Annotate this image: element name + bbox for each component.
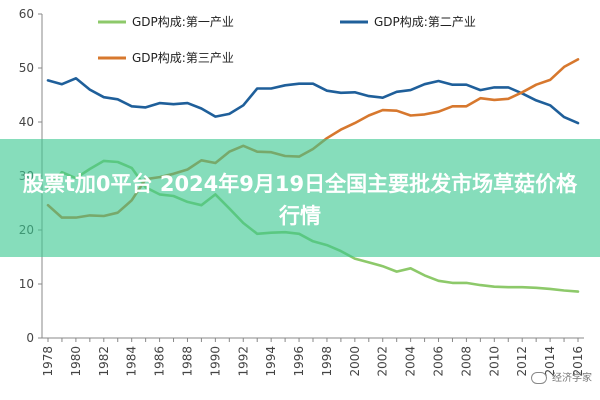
x-tick-label: 2016	[571, 346, 585, 377]
legend-label-2: GDP构成:第二产业	[374, 14, 476, 29]
legend-label-1: GDP构成:第一产业	[132, 14, 234, 29]
y-tick-label: 40	[19, 115, 34, 129]
x-axis-ticks: 1978 1980 1982 1984 1986 1988 1990 1992 1994 1996…	[41, 338, 585, 377]
series-line-2	[46, 77, 580, 125]
x-tick-label: 1980	[69, 346, 83, 377]
x-tick-label: 1990	[208, 346, 222, 377]
x-tick-label: 1984	[125, 346, 139, 377]
watermark-text: 经济学家	[552, 373, 592, 384]
x-tick-label: 2002	[376, 346, 390, 377]
y-tick-label: 50	[19, 61, 34, 75]
x-tick-label: 1998	[320, 346, 334, 377]
y-tick-label: 10	[19, 277, 34, 291]
overlay-banner	[0, 139, 600, 257]
x-tick-label: 1988	[180, 346, 194, 377]
legend: GDP构成:第一产业 GDP构成:第二产业 GDP构成:第三产业	[98, 14, 476, 65]
x-tick-label: 1992	[236, 346, 250, 377]
x-tick-label: 2000	[348, 346, 362, 377]
banner-title: 股票t加0平台 2024年9月19日全国主要批发市场草菇价格行情	[22, 172, 578, 228]
y-tick-label: 60	[19, 7, 34, 21]
y-tick-label: 0	[26, 331, 34, 345]
x-tick-label: 2010	[487, 346, 501, 377]
x-tick-label: 1994	[264, 346, 278, 377]
watermark: 经济学家	[530, 369, 592, 384]
x-tick-label: 1978	[41, 346, 55, 377]
x-tick-label: 2014	[543, 346, 557, 377]
x-tick-label: 2004	[404, 346, 418, 377]
x-tick-label: 1986	[153, 346, 167, 377]
legend-label-3: GDP构成:第三产业	[132, 50, 234, 65]
wechat-icon	[530, 372, 547, 384]
x-tick-label: 2012	[515, 346, 529, 377]
x-tick-label: 1996	[292, 346, 306, 377]
x-tick-label: 2008	[459, 346, 473, 377]
x-tick-label: 2006	[432, 346, 446, 377]
x-tick-label: 1982	[97, 346, 111, 377]
